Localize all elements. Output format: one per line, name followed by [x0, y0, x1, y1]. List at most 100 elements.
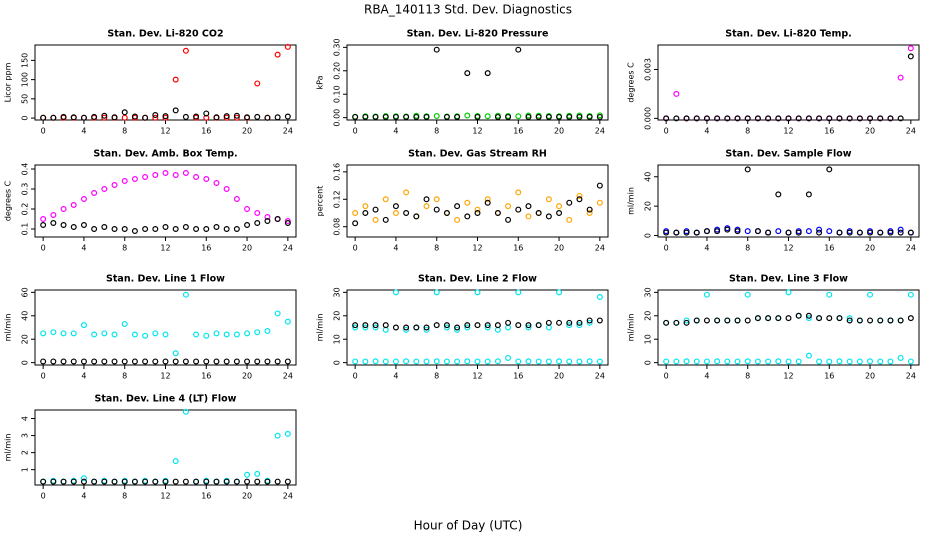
point: [556, 289, 563, 296]
y-tick-label: 0.16: [333, 163, 342, 181]
point: [545, 113, 552, 120]
point: [372, 324, 379, 331]
point: [525, 213, 532, 220]
y-axis-label: percent: [316, 186, 325, 217]
y-axis-label: ml/min: [627, 187, 636, 215]
point: [663, 319, 670, 326]
point: [121, 226, 128, 233]
point: [535, 113, 542, 120]
point: [454, 216, 461, 223]
point: [111, 114, 118, 121]
x-tick-label: 24: [906, 127, 916, 136]
x-tick-label: 24: [283, 244, 293, 253]
point: [60, 330, 67, 337]
point: [775, 358, 782, 365]
point: [142, 114, 149, 121]
point: [703, 291, 710, 298]
point: [556, 210, 563, 217]
point: [60, 113, 67, 120]
point: [80, 196, 87, 203]
y-tick-label: 0: [644, 360, 653, 365]
x-tick-label: 8: [122, 372, 127, 381]
point: [846, 358, 853, 365]
point: [172, 478, 179, 485]
point: [586, 206, 593, 213]
point: [433, 46, 440, 53]
point: [362, 322, 369, 329]
point: [50, 212, 57, 219]
point: [101, 114, 108, 121]
x-tick-label: 8: [745, 244, 750, 253]
point: [576, 322, 583, 329]
point: [362, 210, 369, 217]
point: [182, 224, 189, 231]
point: [464, 213, 471, 220]
point: [785, 289, 792, 296]
x-tick-label: 0: [353, 244, 358, 253]
point: [484, 199, 491, 206]
point: [274, 432, 281, 439]
point: [907, 229, 914, 236]
point: [724, 317, 731, 324]
point: [111, 331, 118, 338]
point: [826, 315, 833, 322]
y-tick-label: 0.4: [21, 163, 30, 176]
x-tick-label: 16: [201, 244, 211, 253]
point: [274, 51, 281, 58]
point: [576, 113, 583, 120]
point: [484, 196, 491, 203]
point: [50, 220, 57, 227]
point: [785, 115, 792, 122]
point: [545, 196, 552, 203]
point: [703, 317, 710, 324]
point: [515, 206, 522, 213]
y-tick-label: 60: [21, 287, 30, 297]
point: [80, 114, 87, 121]
point: [744, 228, 751, 235]
point: [474, 289, 481, 296]
point: [545, 319, 552, 326]
point: [152, 358, 159, 365]
point: [372, 216, 379, 223]
point: [352, 220, 359, 227]
point: [484, 324, 491, 331]
point: [856, 358, 863, 365]
plot-box: [34, 409, 297, 486]
point: [836, 315, 843, 322]
x-tick-label: 12: [160, 372, 170, 381]
x-tick-label: 4: [81, 492, 86, 501]
point: [101, 112, 108, 119]
point: [60, 358, 67, 365]
point: [121, 358, 128, 365]
point: [91, 226, 98, 233]
x-tick-label: 0: [41, 127, 46, 136]
x-tick-label: 12: [160, 492, 170, 501]
x-tick-label: 0: [353, 372, 358, 381]
point: [423, 326, 430, 333]
point: [274, 310, 281, 317]
point: [887, 317, 894, 324]
point: [586, 319, 593, 326]
point: [545, 358, 552, 365]
point: [566, 322, 573, 329]
point: [413, 358, 420, 365]
point: [244, 222, 251, 229]
point: [254, 329, 261, 336]
point: [172, 76, 179, 83]
point: [464, 199, 471, 206]
point: [213, 114, 220, 121]
point: [703, 358, 710, 365]
point: [907, 45, 914, 52]
point: [663, 115, 670, 122]
point: [403, 189, 410, 196]
point: [836, 115, 843, 122]
point: [724, 115, 731, 122]
point: [433, 289, 440, 296]
x-tick-label: 8: [122, 244, 127, 253]
point: [50, 358, 57, 365]
point: [121, 478, 128, 485]
point: [352, 358, 359, 365]
point: [576, 196, 583, 203]
point: [877, 229, 884, 236]
panel-title: Stan. Dev. Sample Flow: [725, 149, 851, 160]
